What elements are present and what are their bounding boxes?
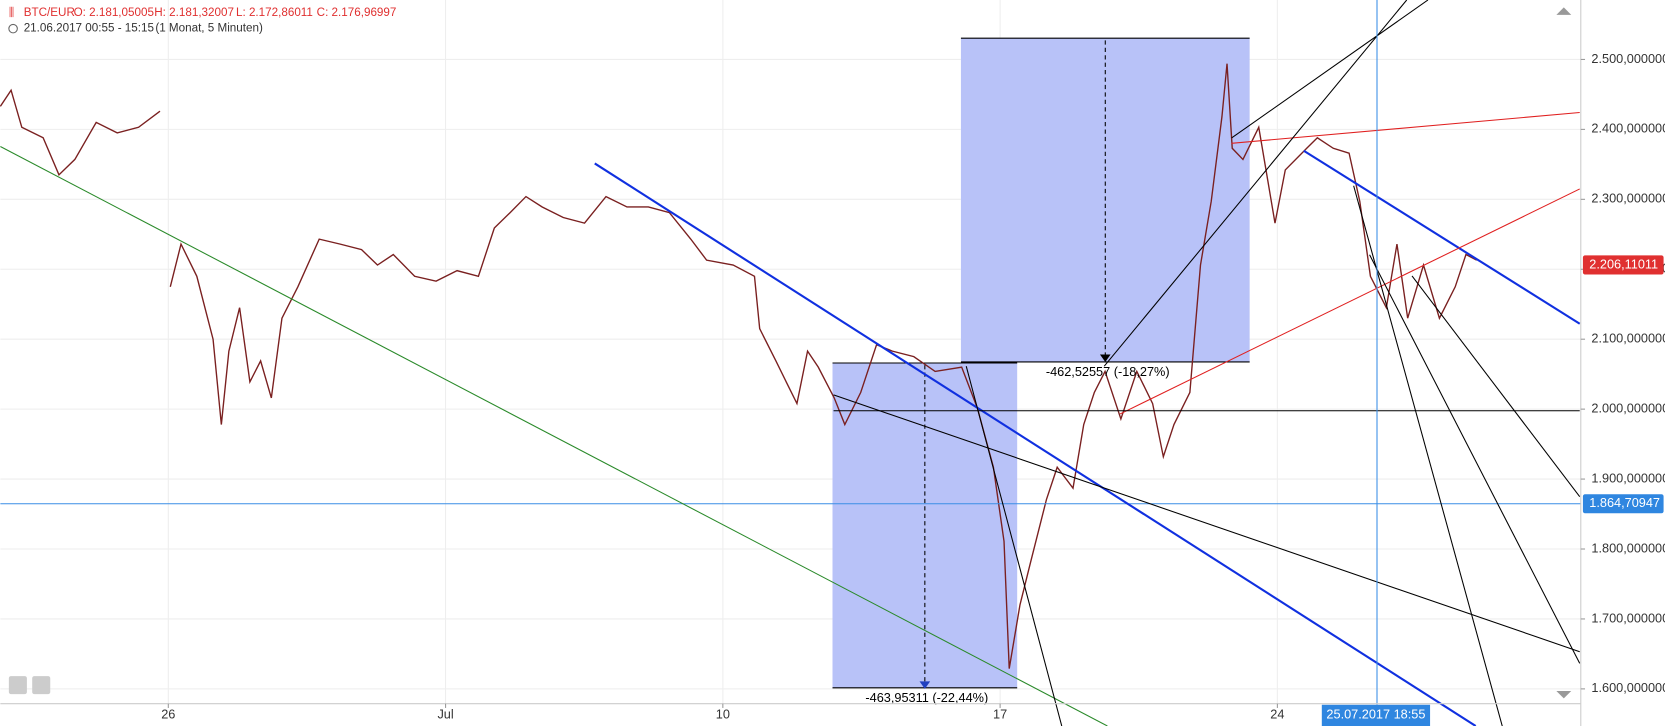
price-line bbox=[0, 63, 1477, 669]
crosshair-date-label: 25.07.2017 18:55 bbox=[1326, 707, 1425, 722]
y-tick-label: 1.900,000000 bbox=[1591, 470, 1665, 485]
y-tick-label: 2.500,000000 bbox=[1591, 51, 1665, 66]
scroll-down[interactable] bbox=[1556, 690, 1572, 699]
ohlc-close: C: 2.176,96997 bbox=[317, 6, 397, 19]
crosshair-date-badge bbox=[1321, 704, 1431, 726]
y-tick-label: 2.000,000000 bbox=[1591, 400, 1665, 415]
symbol: BTC/EUR bbox=[24, 6, 75, 19]
measure-label: -462,52557 (-18,27%) bbox=[1046, 364, 1170, 379]
axes: 1.600,000000 1.700,000000 1.800,000000 1.90… bbox=[161, 51, 1665, 726]
ohlc-open: O: 2.181,05005 bbox=[74, 6, 154, 19]
arrow-head bbox=[919, 681, 931, 689]
last-price-badge bbox=[1582, 255, 1664, 275]
trend-line bbox=[0, 146, 1108, 726]
x-tick-label: Jul bbox=[437, 707, 453, 722]
trend-line bbox=[1353, 185, 1503, 726]
arrow-head bbox=[1099, 354, 1111, 362]
y-tick-label: 2.300,000000 bbox=[1591, 191, 1665, 206]
ohlc-high: H: 2.181,32007 bbox=[154, 6, 234, 19]
clock-icon bbox=[8, 23, 18, 34]
crosshair-price-badge bbox=[1582, 494, 1664, 514]
trend-line bbox=[833, 394, 1580, 653]
x-tick-label: 10 bbox=[716, 707, 730, 722]
y-tick-label: 2.100,000000 bbox=[1591, 331, 1665, 346]
crosshair-price-label: 1.864,70947 bbox=[1589, 495, 1660, 510]
measure-label: -463,95311 (-22,44%) bbox=[865, 690, 988, 705]
y-tick-label: 1.800,000000 bbox=[1591, 540, 1665, 555]
drawings bbox=[0, 0, 1581, 726]
trend-line bbox=[1303, 149, 1581, 325]
trend-line bbox=[1103, 0, 1408, 367]
interval: (1 Monat, 5 Minuten) bbox=[155, 22, 263, 35]
period: 21.06.2017 00:55 - 15:15 bbox=[24, 22, 154, 35]
trend-line bbox=[1411, 275, 1581, 498]
trend-line bbox=[965, 366, 1063, 726]
y-tick-label: 2.400,000000 bbox=[1591, 121, 1665, 136]
x-tick-label: 26 bbox=[161, 707, 175, 722]
plot bbox=[0, 63, 1581, 669]
scroll-up[interactable] bbox=[1556, 7, 1572, 15]
y-tick-label: 1.700,000000 bbox=[1591, 610, 1665, 625]
price-axis-bg bbox=[1580, 0, 1665, 726]
symbol-icon: ⫼ bbox=[9, 6, 14, 19]
grid bbox=[0, 0, 1581, 704]
last-price-label: 2.206,11011 bbox=[1589, 256, 1658, 271]
trend-line bbox=[1119, 188, 1580, 415]
trend-line bbox=[594, 162, 1477, 726]
trend-line bbox=[1231, 0, 1429, 139]
lock-button[interactable] bbox=[8, 676, 27, 695]
y-tick-label: 1.600,000000 bbox=[1591, 680, 1665, 695]
menu-button[interactable] bbox=[32, 676, 51, 695]
trend-line bbox=[1231, 111, 1580, 144]
x-tick-label: 17 bbox=[993, 707, 1007, 722]
ohlc-low: L: 2.172,86011 bbox=[236, 6, 313, 19]
trend-line bbox=[1369, 254, 1581, 664]
x-tick-label: 24 bbox=[1270, 707, 1284, 722]
